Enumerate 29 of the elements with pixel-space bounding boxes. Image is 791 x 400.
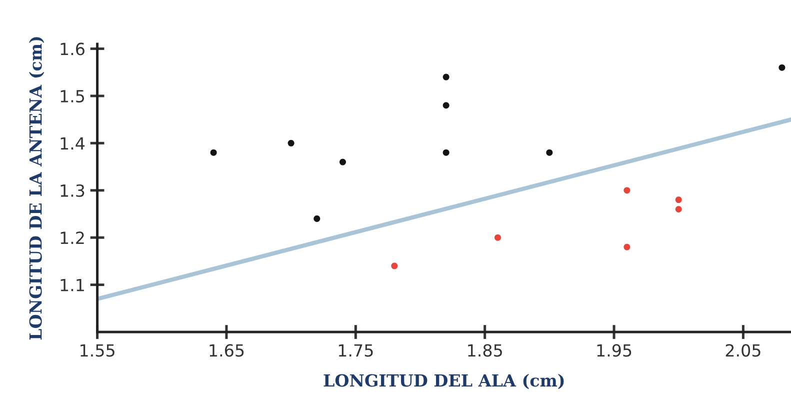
x-tick-label: 2.05 (726, 344, 760, 357)
point (624, 187, 630, 194)
x-tick-label: 1.85 (468, 344, 502, 357)
point (546, 149, 553, 156)
y-tick-label: 1.5 (60, 90, 84, 103)
x-axis-title: LONGITUD DEL ALA (cm) (324, 374, 564, 390)
point (314, 215, 320, 222)
point (624, 244, 630, 250)
point (442, 149, 450, 156)
y-tick-label: 1.6 (60, 42, 84, 56)
y-axis-title: LONGITUD DE LA ANTENA (cm) (28, 37, 44, 340)
x-tick-label: 1.75 (338, 344, 373, 357)
point (210, 149, 217, 156)
point (675, 206, 682, 213)
point (442, 74, 450, 80)
point (288, 140, 294, 146)
point (339, 158, 346, 166)
point (675, 196, 682, 204)
y-tick-label: 1.1 (60, 278, 84, 292)
point (391, 262, 398, 270)
point (778, 64, 786, 71)
x-tick-label: 1.95 (597, 344, 632, 357)
y-tick-label: 1.3 (60, 184, 84, 197)
x-tick-label: 1.65 (210, 344, 244, 357)
point (442, 102, 450, 109)
x-tick-label: 1.55 (80, 344, 114, 357)
point (494, 234, 502, 241)
y-tick-label: 1.2 (60, 232, 84, 244)
y-tick-label: 1.4 (60, 137, 85, 150)
